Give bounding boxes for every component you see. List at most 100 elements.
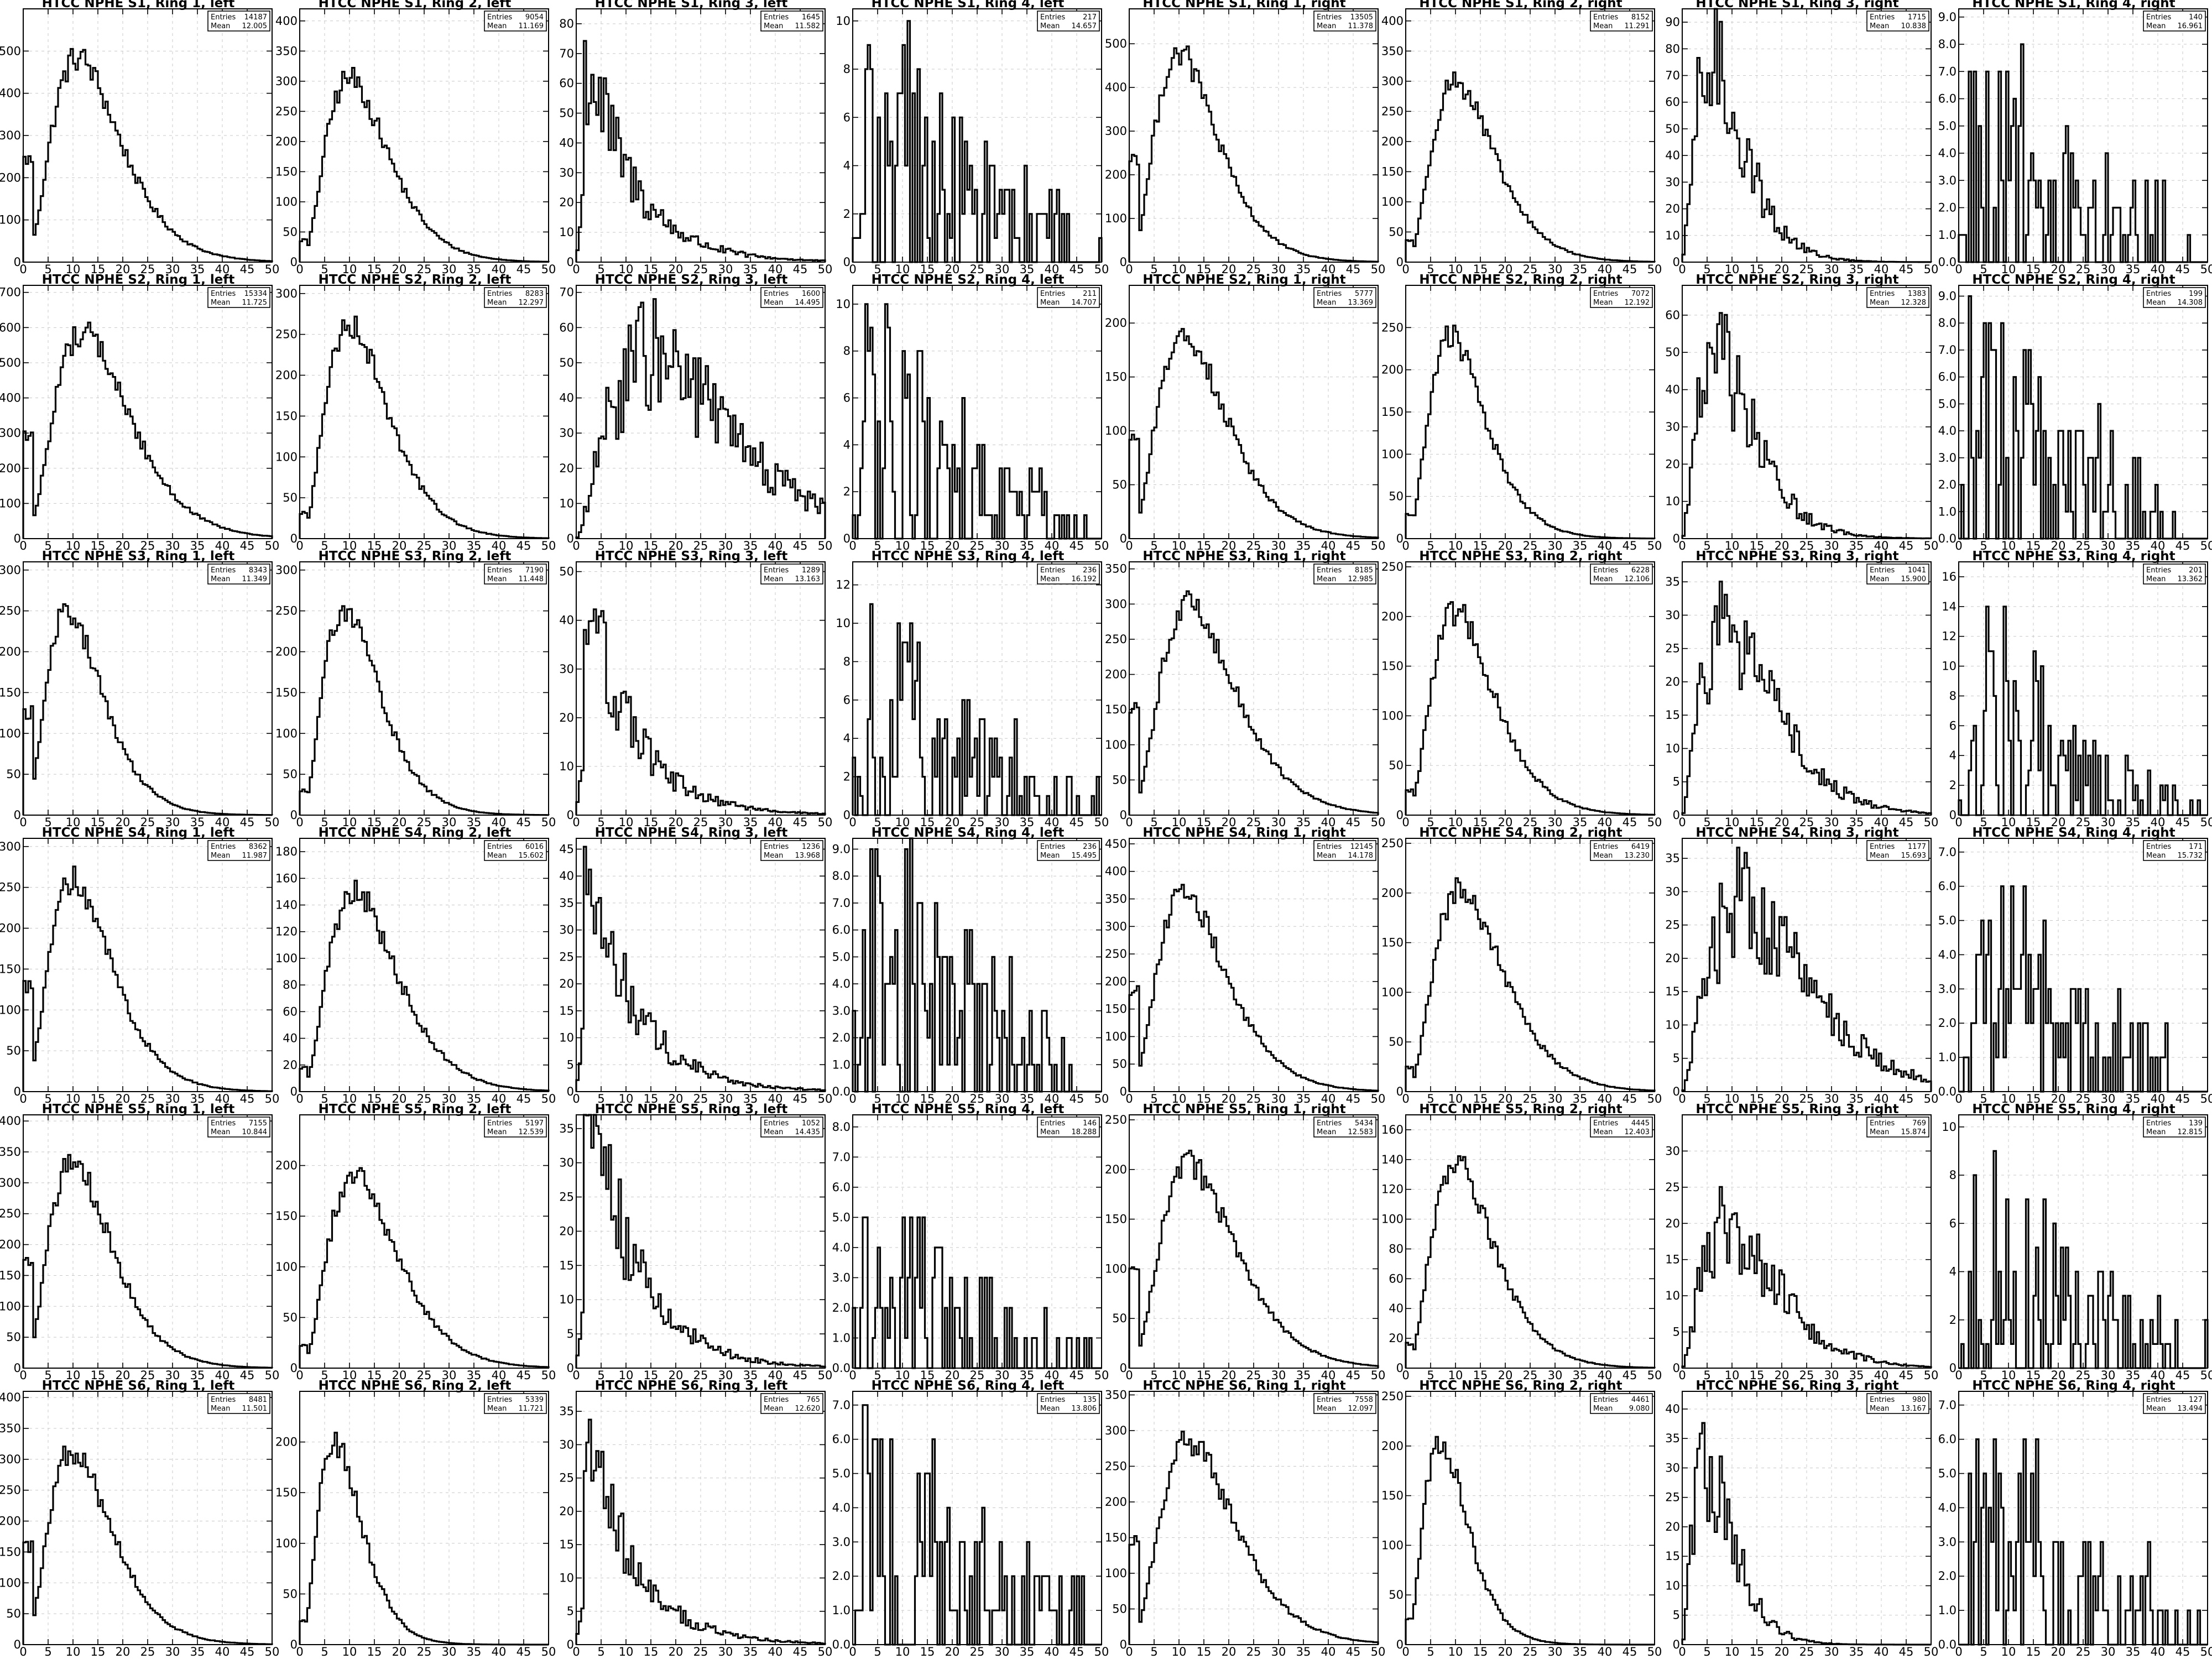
- stat-mean-value: 16.961: [2178, 22, 2203, 30]
- y-tick-label: 50: [1665, 122, 1680, 135]
- x-tick-label: 30: [995, 1092, 1010, 1105]
- stat-mean-label: Mean: [764, 575, 783, 583]
- x-tick-label: 20: [669, 1645, 684, 1658]
- x-tick-label: 15: [1750, 1369, 1765, 1382]
- y-tick-label: 2: [1949, 779, 1957, 792]
- y-tick-label: 0: [1396, 1085, 1404, 1098]
- x-tick-label: 5: [1427, 1092, 1434, 1105]
- x-tick-label: 10: [895, 1369, 910, 1382]
- y-tick-label: 150: [275, 409, 298, 422]
- x-tick-label: 30: [442, 1092, 457, 1105]
- y-tick-label: 7.0: [832, 1150, 851, 1164]
- x-tick-label: 15: [644, 1092, 659, 1105]
- x-tick-label: 0: [1125, 1645, 1133, 1658]
- x-tick-label: 15: [1750, 1092, 1765, 1105]
- histogram-series: [852, 837, 1102, 1093]
- panel-title: HTCC NPHE S1, Ring 2, right: [1419, 0, 1622, 11]
- y-tick-label: 400: [1381, 14, 1404, 28]
- x-tick-label: 40: [768, 1092, 783, 1105]
- x-tick-label: 30: [2101, 263, 2116, 276]
- y-tick-label: 0: [14, 532, 21, 545]
- y-tick-label: 10: [559, 1293, 574, 1306]
- y-tick-label: 300: [1105, 920, 1127, 933]
- x-tick-label: 5: [1427, 1369, 1434, 1382]
- y-tick-label: 0: [290, 532, 298, 545]
- stat-entries-label: Entries: [487, 1119, 513, 1128]
- stat-box: [1313, 840, 1376, 861]
- y-tick-label: 0: [1396, 255, 1404, 269]
- stat-entries-label: Entries: [1870, 13, 1895, 22]
- x-tick-label: 45: [517, 1645, 531, 1658]
- x-tick-label: 15: [1473, 816, 1488, 829]
- x-tick-label: 25: [2076, 1645, 2091, 1658]
- y-tick-label: 9.0: [832, 842, 851, 855]
- y-tick-label: 10: [1665, 1579, 1680, 1592]
- y-tick-label: 150: [275, 686, 298, 699]
- stat-box: [207, 840, 270, 861]
- x-tick-label: 20: [945, 263, 960, 276]
- histogram-series: [299, 605, 550, 816]
- x-tick-label: 0: [296, 1369, 303, 1382]
- y-tick-label: 300: [1105, 597, 1127, 611]
- y-tick-label: 15: [559, 1259, 574, 1272]
- histogram-series: [22, 48, 273, 262]
- y-tick-label: 0.0: [1938, 1085, 1957, 1098]
- histogram-series: [1405, 1436, 1655, 1646]
- x-tick-label: 5: [597, 1369, 604, 1382]
- x-tick-label: 0: [1125, 1369, 1133, 1382]
- y-tick-label: 10: [559, 226, 574, 239]
- stat-entries-label: Entries: [211, 1396, 236, 1404]
- x-tick-label: 15: [367, 1369, 382, 1382]
- stat-entries-value: 236: [1083, 843, 1097, 851]
- x-tick-label: 10: [619, 1645, 634, 1658]
- y-tick-label: 3.0: [832, 1535, 851, 1548]
- stat-entries-label: Entries: [1317, 1119, 1342, 1128]
- x-tick-label: 45: [793, 1369, 808, 1382]
- y-tick-label: 50: [559, 565, 574, 578]
- histogram-panel: HTCC NPHE S5, Ring 1, left 0 5 10 15 20 25 30 35…: [0, 1102, 279, 1382]
- x-tick-label: 50: [2200, 1369, 2212, 1382]
- y-tick-label: 40: [1665, 149, 1680, 162]
- stat-entries-label: Entries: [1870, 290, 1895, 298]
- x-tick-label: 40: [215, 539, 230, 552]
- x-tick-label: 0: [1678, 1369, 1686, 1382]
- y-tick-label: 150: [0, 1545, 21, 1558]
- x-tick-label: 10: [1725, 816, 1740, 829]
- x-tick-label: 30: [718, 1092, 733, 1105]
- x-tick-label: 30: [442, 1369, 457, 1382]
- stat-mean-label: Mean: [1593, 1128, 1613, 1136]
- x-tick-label: 0: [19, 1092, 27, 1105]
- y-tick-label: 100: [0, 213, 21, 227]
- y-tick-label: 250: [1105, 1113, 1127, 1126]
- x-tick-label: 40: [1321, 1645, 1336, 1658]
- panel-title: HTCC NPHE S6, Ring 4, right: [1972, 1379, 2175, 1393]
- y-tick-label: 6: [843, 693, 851, 707]
- stat-mean-value: 12.583: [1348, 1128, 1374, 1136]
- y-tick-label: 200: [1381, 363, 1404, 377]
- histogram-series: [1959, 1438, 2208, 1646]
- x-tick-label: 20: [2051, 263, 2066, 276]
- stat-mean-label: Mean: [764, 299, 783, 307]
- y-tick-label: 2: [843, 485, 851, 498]
- x-tick-label: 50: [265, 1369, 280, 1382]
- stat-entries-value: 1289: [802, 566, 820, 575]
- x-tick-label: 40: [2151, 1369, 2166, 1382]
- x-tick-label: 45: [1623, 816, 1637, 829]
- y-tick-label: 140: [275, 899, 298, 912]
- x-tick-label: 45: [1899, 816, 1914, 829]
- y-tick-label: 20: [559, 711, 574, 724]
- stat-mean-label: Mean: [1317, 1128, 1336, 1136]
- x-tick-label: 45: [517, 816, 531, 829]
- histogram-series: [575, 1114, 826, 1368]
- x-tick-label: 25: [970, 1092, 985, 1105]
- x-tick-label: 5: [321, 263, 328, 276]
- panel-title: HTCC NPHE S5, Ring 2, right: [1419, 1102, 1622, 1117]
- stat-entries-label: Entries: [764, 1119, 789, 1128]
- histogram-series: [1405, 1155, 1656, 1369]
- x-tick-label: 15: [1197, 816, 1212, 829]
- x-tick-label: 5: [44, 539, 51, 552]
- x-tick-label: 45: [1899, 263, 1914, 276]
- x-tick-label: 40: [1874, 1369, 1889, 1382]
- y-tick-label: 40: [559, 392, 574, 405]
- x-tick-label: 10: [2001, 1092, 2016, 1105]
